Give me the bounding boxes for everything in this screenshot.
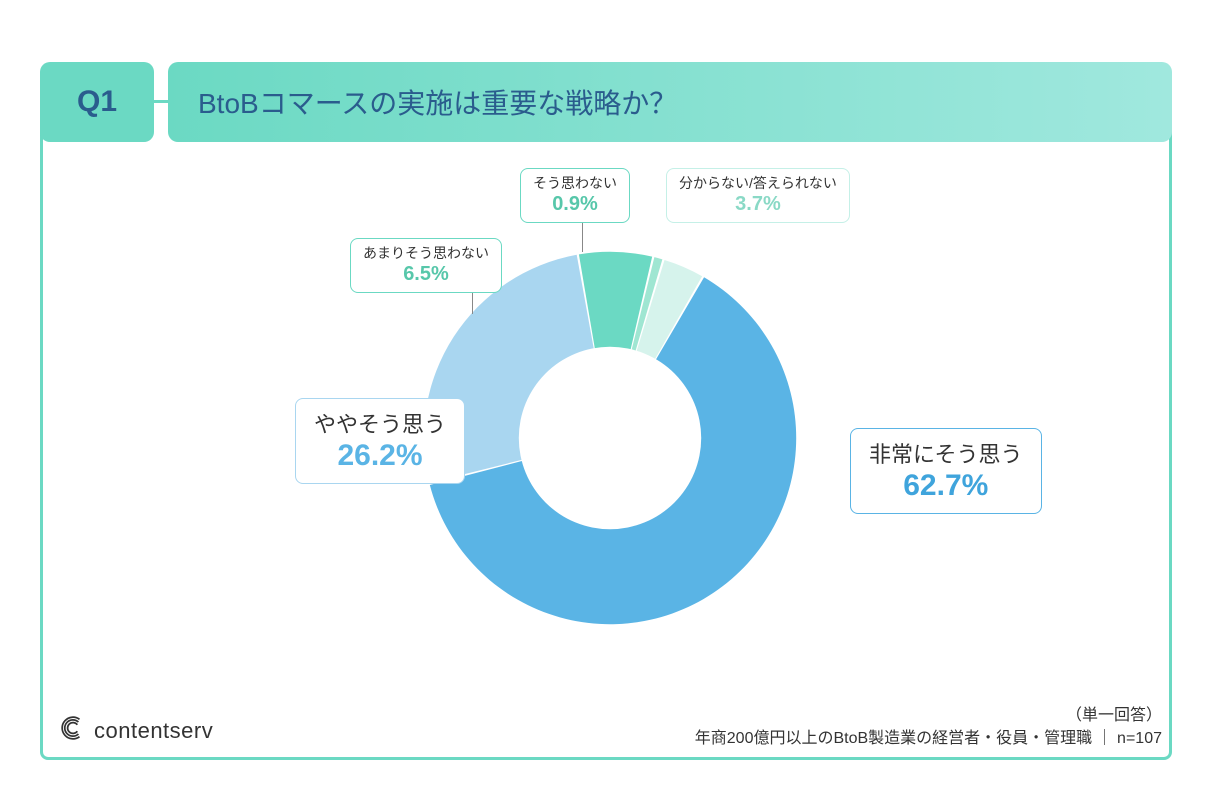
slice-label-value: 62.7% — [869, 469, 1023, 503]
chart-area: 非常にそう思う 62.7% ややそう思う 26.2% あまりそう思わない 6.5… — [310, 168, 910, 708]
footnote-line1: （単一回答） — [695, 705, 1162, 727]
slice-label-value: 3.7% — [679, 193, 837, 216]
slice-label-text: 非常にそう思う — [869, 437, 1023, 469]
donut-chart — [420, 248, 800, 628]
logo-text: contentserv — [94, 718, 213, 744]
slice-label-somewhat: ややそう思う 26.2% — [295, 398, 465, 484]
question-number-badge: Q1 — [40, 62, 154, 142]
footnote-line2: 年商200億円以上のBtoB製造業の経営者・役員・管理職 ｜ n=107 — [695, 728, 1162, 750]
slice-label-text: ややそう思う — [314, 407, 446, 439]
slice-label-text: あまりそう思わない — [363, 243, 489, 263]
logo: contentserv — [60, 715, 213, 746]
slice-label-notreally: あまりそう思わない 6.5% — [350, 238, 502, 293]
slice-label-value: 6.5% — [363, 263, 489, 286]
slice-label-notatall: そう思わない 0.9% — [520, 168, 630, 223]
slice-label-value: 26.2% — [314, 439, 446, 473]
slice-label-dontknow: 分からない/答えられない 3.7% — [666, 168, 850, 223]
slice-label-text: そう思わない — [533, 173, 617, 193]
question-title: BtoBコマースの実施は重要な戦略か？ — [168, 62, 1172, 142]
footnote: （単一回答） 年商200億円以上のBtoB製造業の経営者・役員・管理職 ｜ n=… — [695, 705, 1162, 750]
logo-icon — [60, 715, 86, 746]
slice-label-very: 非常にそう思う 62.7% — [850, 428, 1042, 514]
slice-label-text: 分からない/答えられない — [679, 173, 837, 193]
slice-label-value: 0.9% — [533, 193, 617, 216]
header-row: Q1 BtoBコマースの実施は重要な戦略か？ — [40, 62, 1172, 142]
